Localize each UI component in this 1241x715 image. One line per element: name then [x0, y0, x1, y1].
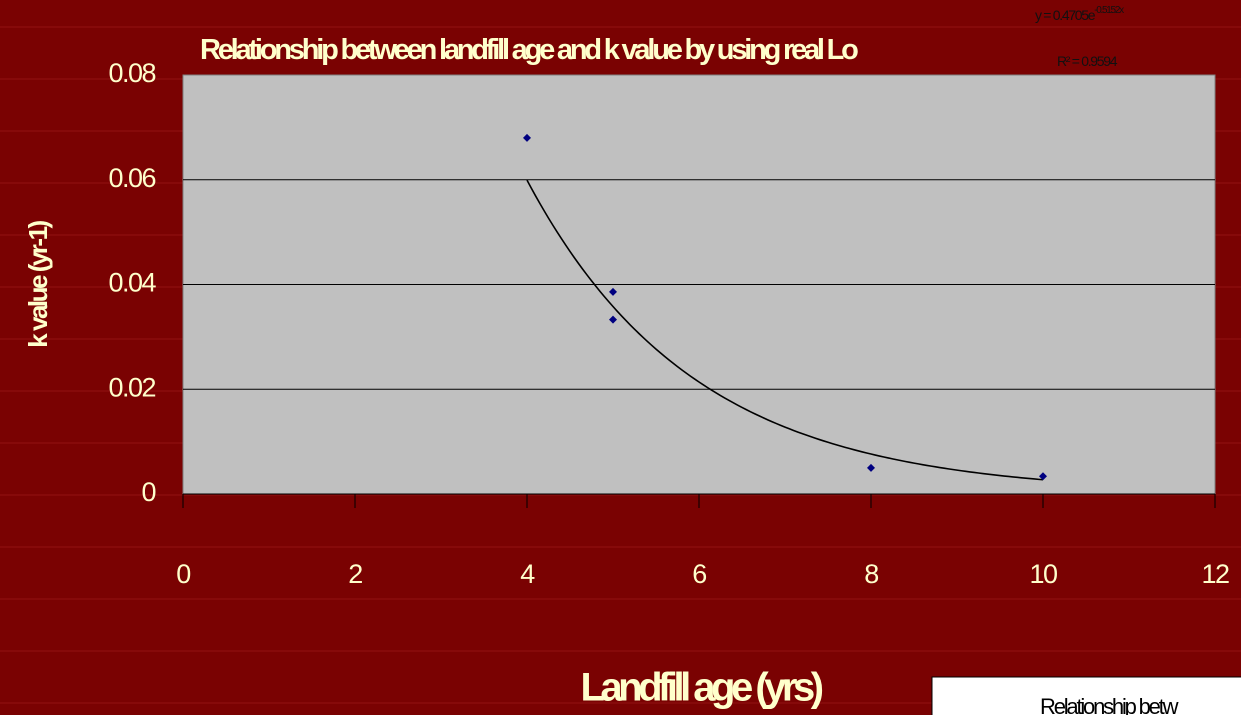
y-tick-label: 0.04 [108, 268, 156, 298]
r-squared: R² = 0.9594 [1057, 53, 1118, 69]
y-tick-label: 0.08 [108, 58, 155, 88]
data-point [1039, 472, 1047, 481]
legend-text: Relationship betw [1040, 694, 1179, 715]
data-point [867, 463, 875, 472]
x-tick-label: 2 [348, 559, 362, 589]
data-point [523, 133, 531, 142]
x-tick-label: 12 [1201, 559, 1229, 589]
x-tick-label: 0 [176, 559, 190, 589]
x-tick-label: 10 [1029, 559, 1057, 589]
x-axis-title: Landfill age (yrs) [580, 666, 822, 710]
chart-title: Relationship between landfill age and k … [200, 34, 858, 66]
equation-exponent: -0.5152x [1094, 5, 1124, 16]
legend-box [931, 676, 1241, 715]
trendline [526, 179, 1044, 481]
y-axis-title: k value (yr-1) [23, 220, 53, 347]
y-tick-label: 0.02 [108, 372, 155, 402]
x-tick-label: 6 [692, 559, 706, 589]
x-tick-label: 4 [520, 559, 535, 589]
data-point [609, 315, 617, 324]
y-tick-label: 0.06 [108, 163, 155, 193]
trendline-equation: y = 0.4705e-0.5152x [1035, 5, 1124, 23]
data-point [609, 287, 617, 296]
equation-text: y = 0.4705e [1035, 7, 1096, 23]
x-tick-label: 8 [864, 559, 878, 589]
y-tick-label: 0 [141, 477, 155, 507]
